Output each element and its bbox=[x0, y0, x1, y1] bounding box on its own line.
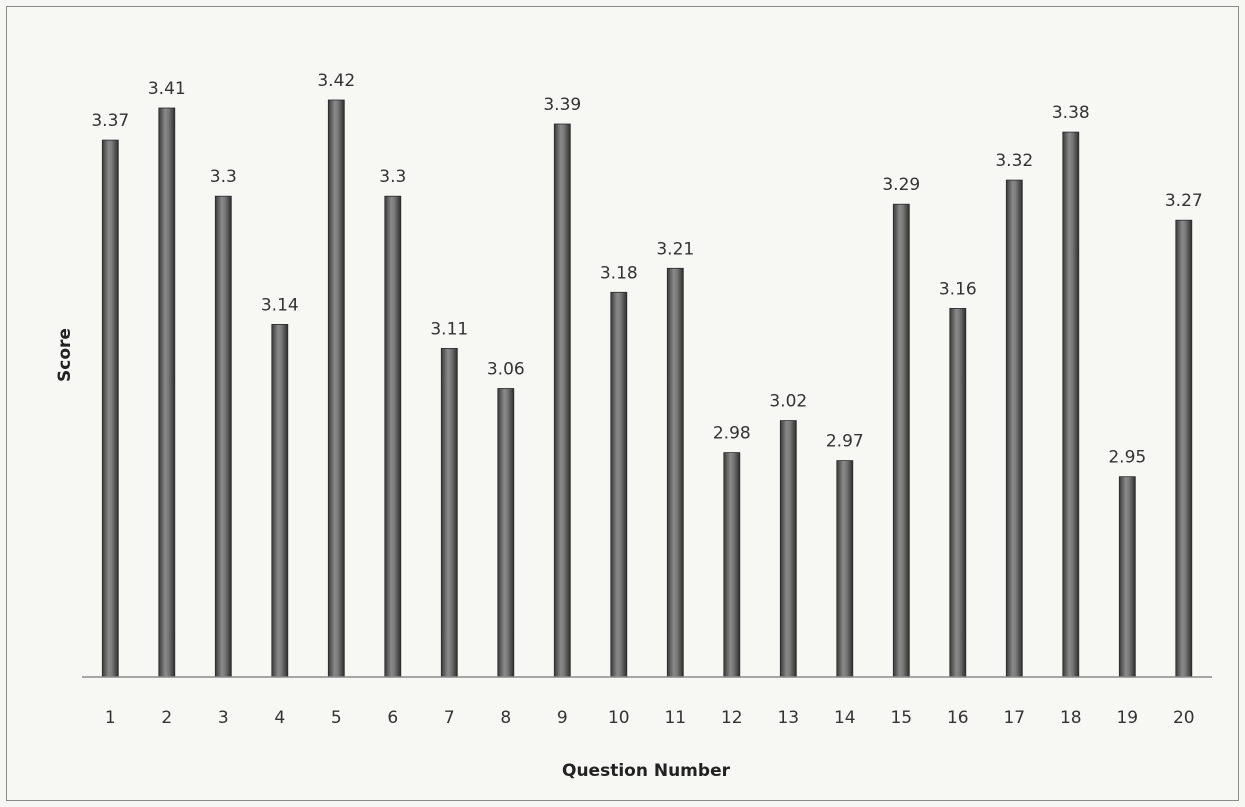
x-tick-label-11: 11 bbox=[664, 708, 686, 728]
x-tick-label-9: 9 bbox=[557, 708, 568, 728]
data-label-q1: 3.37 bbox=[91, 111, 129, 131]
data-label-q9: 3.39 bbox=[543, 95, 581, 115]
bar-q8 bbox=[497, 388, 515, 678]
x-tick-label-15: 15 bbox=[890, 708, 912, 728]
bar-q17 bbox=[1005, 179, 1023, 678]
x-tick-label-17: 17 bbox=[1003, 708, 1025, 728]
data-label-q2: 3.41 bbox=[148, 79, 186, 99]
x-tick-label-8: 8 bbox=[500, 708, 511, 728]
data-label-q5: 3.42 bbox=[317, 71, 355, 91]
x-tick-label-3: 3 bbox=[218, 708, 229, 728]
x-tick-label-2: 2 bbox=[161, 708, 172, 728]
x-tick-label-5: 5 bbox=[331, 708, 342, 728]
bar-q14 bbox=[836, 460, 854, 678]
x-tick-label-19: 19 bbox=[1116, 708, 1138, 728]
data-label-q11: 3.21 bbox=[656, 239, 694, 259]
data-labels-layer: 3.37 3.41 3.3 3.14 3.42 3.3 3.11 3.06 3.39 3.18 3.… bbox=[91, 71, 1202, 468]
bar-q18 bbox=[1062, 131, 1080, 678]
data-label-q6: 3.3 bbox=[379, 167, 406, 187]
x-tick-label-6: 6 bbox=[387, 708, 398, 728]
bar-q4 bbox=[271, 323, 289, 678]
bar-q7 bbox=[440, 347, 458, 678]
x-tick-label-4: 4 bbox=[274, 708, 285, 728]
data-label-q18: 3.38 bbox=[1052, 103, 1090, 123]
x-tick-label-20: 20 bbox=[1173, 708, 1195, 728]
x-tick-label-7: 7 bbox=[444, 708, 455, 728]
x-axis-title: Question Number bbox=[562, 761, 731, 781]
data-label-q14: 2.97 bbox=[826, 432, 864, 452]
bar-q10 bbox=[610, 291, 628, 678]
x-tick-label-16: 16 bbox=[947, 708, 969, 728]
x-tick-label-13: 13 bbox=[777, 708, 799, 728]
bars-layer bbox=[101, 99, 1193, 678]
bar-q2 bbox=[158, 107, 176, 678]
data-label-q15: 3.29 bbox=[882, 175, 920, 195]
bar-q16 bbox=[949, 307, 967, 678]
bar-q19 bbox=[1118, 476, 1136, 678]
x-tick-label-14: 14 bbox=[834, 708, 856, 728]
bar-q5 bbox=[327, 99, 345, 678]
x-tick-label-1: 1 bbox=[105, 708, 116, 728]
data-label-q16: 3.16 bbox=[939, 279, 977, 299]
data-label-q3: 3.3 bbox=[210, 167, 237, 187]
bar-q11 bbox=[666, 267, 684, 678]
data-label-q12: 2.98 bbox=[713, 424, 751, 444]
x-tick-label-18: 18 bbox=[1060, 708, 1082, 728]
data-label-q7: 3.11 bbox=[430, 319, 468, 339]
bar-q15 bbox=[892, 203, 910, 678]
bar-q13 bbox=[779, 420, 797, 678]
data-label-q13: 3.02 bbox=[769, 392, 807, 412]
data-label-q8: 3.06 bbox=[487, 360, 525, 380]
data-label-q19: 2.95 bbox=[1108, 448, 1146, 468]
data-label-q20: 3.27 bbox=[1165, 191, 1203, 211]
data-label-q17: 3.32 bbox=[995, 151, 1033, 171]
data-label-q10: 3.18 bbox=[600, 263, 638, 283]
y-axis-title: Score bbox=[55, 328, 75, 382]
bar-q1 bbox=[101, 139, 119, 678]
x-tick-labels-layer: 1 2 3 4 5 6 7 8 9 10 11 12 13 14 15 16 17 18 19 20 bbox=[105, 708, 1195, 728]
bar-q20 bbox=[1175, 219, 1193, 678]
x-tick-label-12: 12 bbox=[721, 708, 743, 728]
bar-q12 bbox=[723, 452, 741, 678]
x-tick-label-10: 10 bbox=[608, 708, 630, 728]
bar-q9 bbox=[553, 123, 571, 678]
bar-q3 bbox=[214, 195, 232, 678]
data-label-q4: 3.14 bbox=[261, 295, 299, 315]
bar-q6 bbox=[384, 195, 402, 678]
